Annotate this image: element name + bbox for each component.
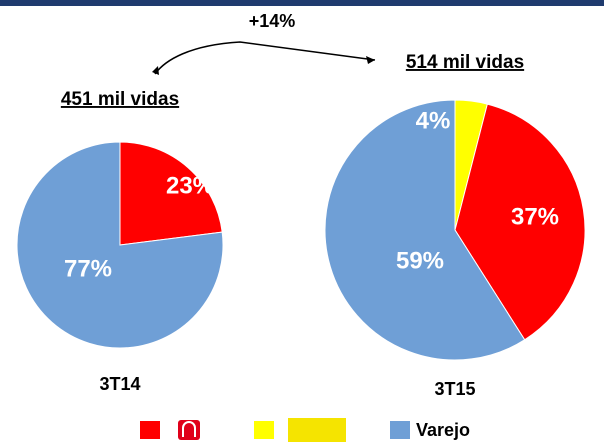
top-bar xyxy=(0,0,604,6)
legend: Varejo xyxy=(140,418,470,442)
logo-shape xyxy=(182,421,196,437)
annotation: +14% xyxy=(249,11,296,31)
pie-title: 3T14 xyxy=(99,374,140,394)
slice-label: 4% xyxy=(416,107,451,134)
legend-swatch xyxy=(390,421,410,439)
pie-slice xyxy=(119,141,223,246)
pie-subtitle: 451 mil vidas xyxy=(61,89,179,110)
pie-slice xyxy=(324,99,526,361)
arrow xyxy=(154,41,376,75)
pie-slice xyxy=(16,141,224,349)
slice-label: 37% xyxy=(511,203,559,230)
pie-subtitle: 514 mil vidas xyxy=(406,52,524,73)
legend-logo xyxy=(288,418,346,442)
legend-label: Varejo xyxy=(416,420,470,440)
slice-label: 59% xyxy=(396,247,444,274)
pie-title: 3T15 xyxy=(434,379,475,399)
arrow-head xyxy=(152,66,159,75)
arrow-head xyxy=(366,56,375,64)
legend-swatch xyxy=(254,421,274,439)
slice-label: 77% xyxy=(64,255,112,282)
legend-swatch xyxy=(140,421,160,439)
slice-label: 23% xyxy=(166,172,214,199)
